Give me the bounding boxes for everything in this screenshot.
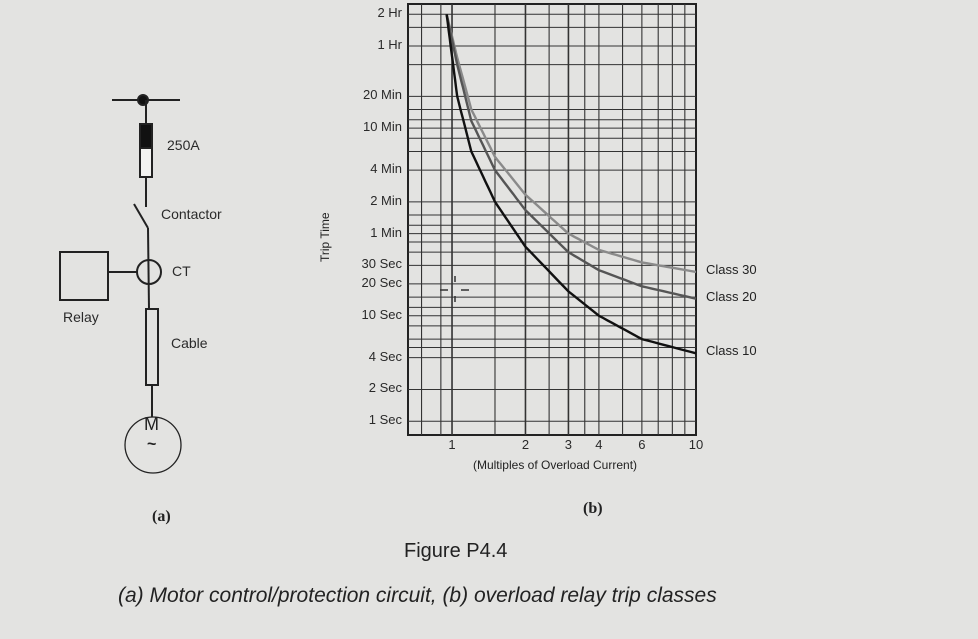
relay-box (59, 251, 109, 301)
cable-label: Cable (171, 335, 208, 351)
y-tick-label: 1 Hr (377, 36, 402, 52)
x-tick-label: 1 (448, 437, 456, 452)
contactor-label: Contactor (161, 206, 222, 222)
x-tick-label: 10 (688, 437, 704, 452)
y-tick-label: 1 Sec (368, 412, 402, 428)
contactor-symbol (133, 203, 149, 229)
y-tick-label: 1 Min (370, 224, 402, 240)
series-label: Class 10 (706, 343, 757, 359)
fuse-label: 250A (167, 137, 200, 153)
x-axis-label: (Multiples of Overload Current) (472, 458, 638, 472)
x-tick-label: 4 (595, 437, 603, 452)
motor-symbol (124, 416, 182, 474)
curve-class-20 (445, 13, 697, 300)
curve-class-10 (445, 14, 697, 355)
crosshair-cursor-icon (440, 276, 469, 302)
figure-caption: (a) Motor control/protection circuit, (b… (118, 584, 717, 607)
figure-title: Figure P4.4 (404, 540, 508, 562)
x-tick-label: 3 (564, 437, 573, 452)
y-axis-label: Trip Time (318, 212, 332, 262)
panel-b-label: (b) (583, 500, 603, 517)
motor-label: M (144, 414, 159, 434)
y-tick-label: 10 Min (362, 119, 402, 135)
y-tick-label: 4 Min (370, 161, 402, 177)
series-label: Class 30 (706, 261, 757, 277)
y-tick-label: 2 Min (370, 192, 402, 208)
y-tick-label: 20 Min (362, 87, 402, 103)
fuse-fill (139, 123, 153, 149)
ac-symbol: ~ (147, 436, 157, 453)
y-tick-label: 20 Sec (361, 274, 402, 290)
y-tick-label: 2 Hr (377, 5, 402, 21)
y-tick-label: 4 Sec (368, 348, 402, 364)
wire (147, 227, 150, 310)
relay-label: Relay (63, 309, 99, 325)
y-tick-label: 2 Sec (368, 380, 402, 396)
curve-class-30 (445, 13, 697, 274)
ct-label: CT (172, 263, 191, 279)
plot-frame (407, 3, 697, 436)
y-tick-label: 30 Sec (361, 256, 402, 272)
x-tick-label: 6 (638, 437, 646, 452)
y-tick-label: 10 Sec (361, 306, 402, 322)
x-tick-label: 2 (521, 437, 530, 452)
panel-a-label: (a) (152, 508, 171, 525)
series-label: Class 20 (706, 288, 757, 304)
